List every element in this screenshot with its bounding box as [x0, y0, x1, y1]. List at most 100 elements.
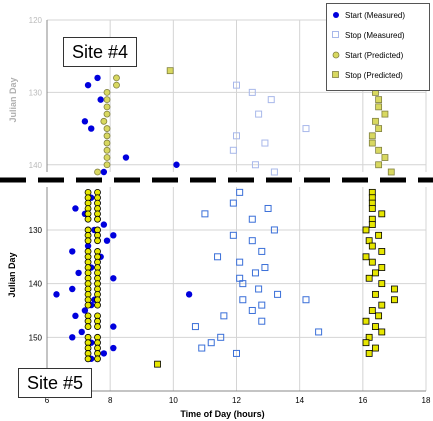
stop-predicted-point: [391, 285, 398, 293]
start-measured-point: [110, 323, 117, 330]
stop-predicted-point: [375, 125, 383, 132]
start-predicted-point: [84, 215, 92, 223]
start-predicted-point: [103, 154, 111, 161]
stop-measured-point: [255, 110, 263, 118]
stop-measured-point: [258, 301, 266, 309]
legend-label: Start (Measured): [345, 10, 406, 20]
stop-predicted-point: [362, 253, 370, 261]
start-measured-point: [173, 161, 180, 168]
x-tick-label: 18: [422, 396, 431, 405]
start-measured-point: [185, 291, 193, 298]
start-measured-point: [84, 242, 92, 250]
stop-predicted-point: [372, 323, 379, 330]
start-measured-point: [110, 275, 117, 282]
start-measured-point: [69, 248, 76, 255]
start-predicted-point: [100, 117, 108, 125]
legend-item-start-predicted: Start (Predicted): [331, 48, 403, 62]
start-predicted-point: [84, 355, 92, 363]
y-tick-label: 130: [29, 88, 43, 97]
stop-predicted-point: [362, 317, 370, 325]
start-predicted-point: [94, 355, 101, 363]
start-predicted-point: [84, 323, 92, 330]
start-measured-point: [72, 205, 79, 212]
stop-predicted-point: [378, 264, 386, 271]
stop-predicted-point: [378, 301, 386, 309]
stop-predicted-point: [372, 269, 379, 277]
start-measured-point: [81, 307, 89, 314]
start-predicted-point: [94, 301, 101, 309]
x-tick-label: 10: [169, 396, 178, 405]
stop-measured-point: [191, 323, 199, 331]
stop-predicted-point: [375, 231, 383, 239]
stop-measured-point: [267, 96, 275, 104]
stop-measured-point: [315, 328, 323, 336]
stop-predicted-point: [381, 110, 389, 118]
start-measured-point: [75, 269, 82, 277]
start-measured-point: [110, 344, 117, 352]
site-5-label: Site #5: [18, 368, 93, 398]
stop-measured-point: [229, 146, 237, 154]
stop-measured-point: [220, 312, 228, 320]
legend-label: Start (Predicted): [345, 50, 404, 60]
stop-predicted-point: [365, 274, 373, 282]
start-predicted-point: [103, 146, 111, 154]
stop-measured-point: [264, 204, 272, 212]
start-predicted-point: [94, 323, 101, 330]
stop-predicted-point: [378, 210, 386, 218]
stop-measured-point: [261, 139, 269, 147]
start-measured-point: [94, 74, 101, 82]
stop-measured-point: [251, 161, 259, 169]
start-measured-point: [97, 96, 104, 103]
stop-measured-point: [248, 306, 256, 314]
stop-measured-point: [251, 269, 259, 277]
y-axis-label: Julian Day: [7, 252, 17, 297]
start-predicted-point: [84, 301, 92, 309]
stop-predicted-point: [154, 360, 161, 368]
stop-measured-point: [233, 132, 240, 140]
stop-measured-point: [302, 125, 310, 133]
stop-predicted-point: [381, 154, 389, 161]
start-measured-point: [69, 334, 76, 341]
stop-predicted-point: [368, 205, 376, 212]
legend-item-stop-measured: Stop (Measured): [331, 28, 405, 42]
start-measured-point: [88, 125, 95, 132]
site-4-label: Site #4: [63, 37, 138, 67]
start-measured-point: [78, 328, 85, 336]
stop-measured-point: [233, 349, 240, 357]
filled-circle-icon: [333, 12, 339, 18]
y-tick-label: 150: [29, 333, 43, 342]
stop-measured-point: [239, 296, 247, 304]
stop-measured-point: [261, 264, 269, 272]
start-predicted-point: [103, 110, 111, 118]
stop-measured-point: [248, 237, 256, 245]
stop-predicted-point: [368, 132, 376, 140]
stop-predicted-point: [368, 139, 376, 147]
start-measured-point: [100, 221, 108, 228]
start-predicted-point: [113, 81, 120, 89]
stop-measured-point: [214, 253, 222, 261]
x-tick-label: 16: [358, 396, 367, 405]
start-measured-point: [69, 285, 76, 293]
stop-measured-point: [239, 280, 247, 288]
stop-predicted-point: [362, 339, 370, 347]
start-predicted-point: [103, 139, 111, 147]
start-measured-point: [72, 312, 79, 320]
x-tick-label: 14: [295, 396, 304, 405]
stop-predicted-point: [166, 67, 174, 75]
start-predicted-point: [103, 88, 111, 96]
stop-measured-point: [236, 258, 244, 266]
start-measured-point: [84, 81, 92, 89]
start-measured-point: [122, 154, 130, 161]
start-predicted-point: [103, 132, 111, 140]
stop-predicted-point: [378, 280, 386, 288]
stop-predicted-point: [368, 242, 376, 250]
stop-predicted-point: [372, 344, 379, 352]
stop-predicted-point: [372, 290, 379, 298]
stop-measured-point: [233, 81, 240, 89]
start-predicted-point: [84, 237, 92, 245]
stop-predicted-point: [375, 161, 383, 169]
x-tick-label: 8: [108, 396, 113, 405]
stop-predicted-point: [368, 307, 376, 314]
stop-measured-point: [274, 290, 282, 298]
